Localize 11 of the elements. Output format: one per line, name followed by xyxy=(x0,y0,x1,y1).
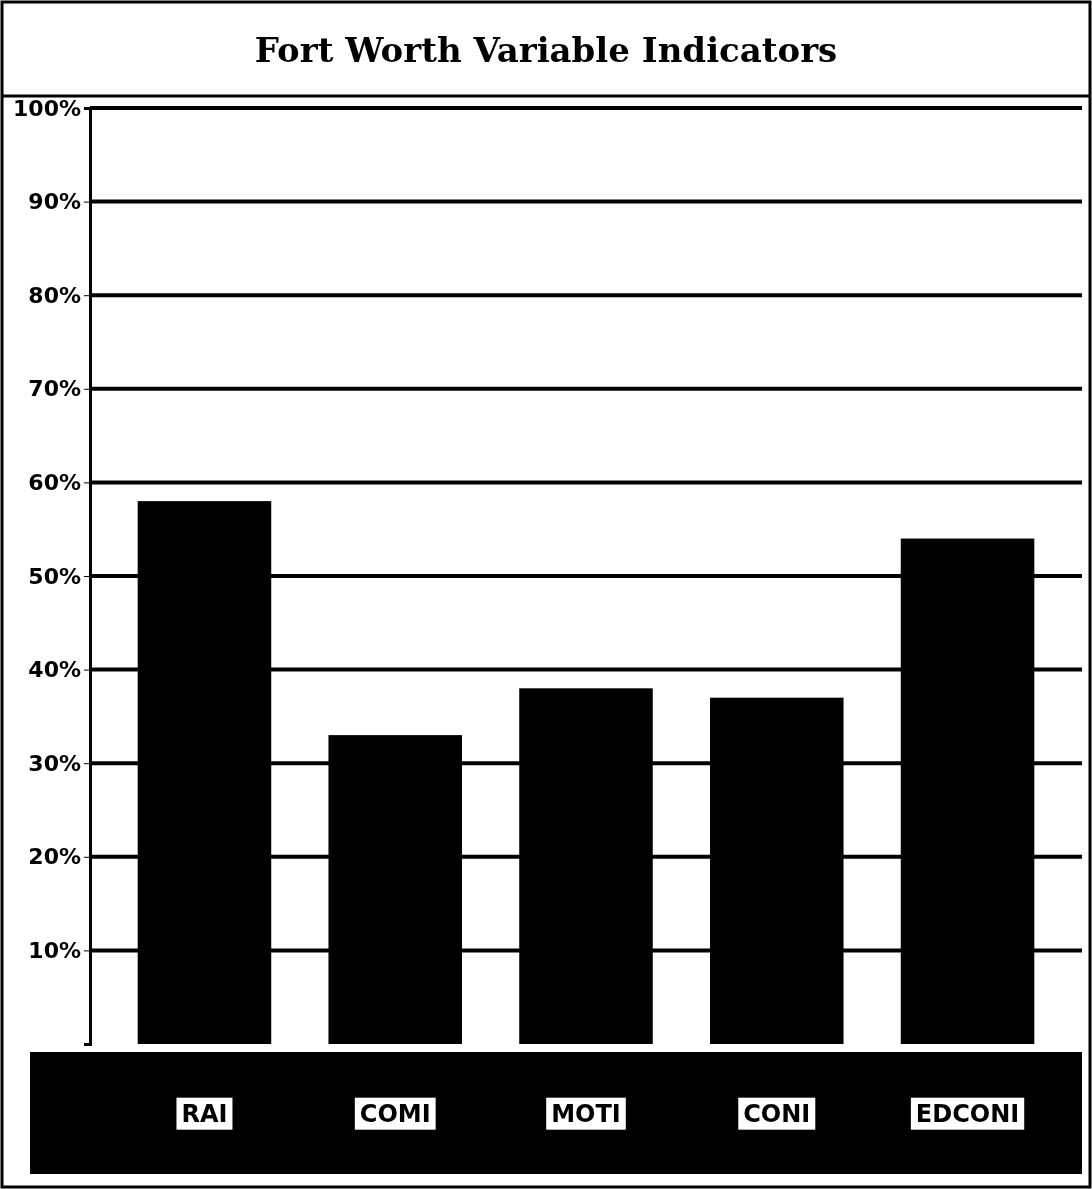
y-tick-label: 30% xyxy=(28,750,81,776)
chart-title: Fort Worth Variable Indicators xyxy=(254,30,838,70)
y-tick-label: 100% xyxy=(13,95,81,121)
y-tick-label: 20% xyxy=(28,844,81,870)
y-tick-label: 80% xyxy=(28,282,81,308)
y-tick-label: 90% xyxy=(28,189,81,215)
y-tick-label: 40% xyxy=(28,657,81,683)
y-tick-label: 70% xyxy=(28,376,81,402)
y-tick-label: 60% xyxy=(28,469,81,495)
y-tick-label: 10% xyxy=(28,937,81,963)
y-tick-label: 50% xyxy=(28,563,81,589)
